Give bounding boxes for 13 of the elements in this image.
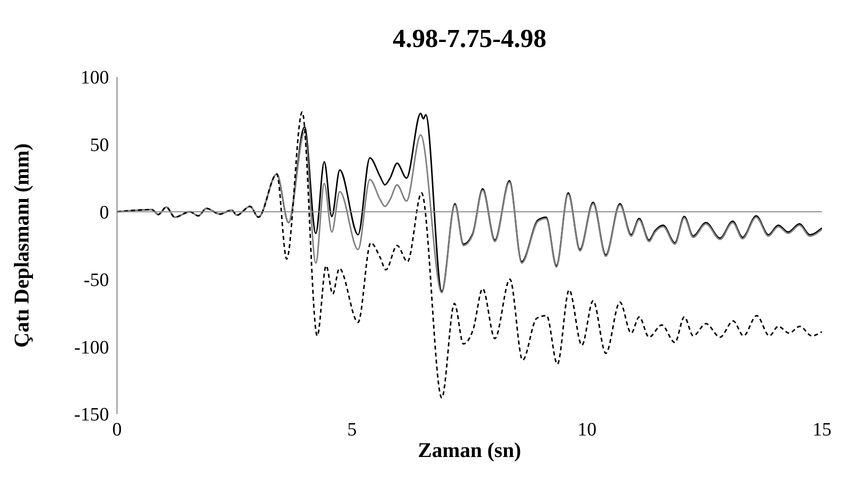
y-tick-label: -150 [74,404,109,426]
x-tick-label: 0 [112,419,122,440]
y-tick-label: 100 [80,68,109,89]
x-tick-label: 15 [812,419,832,440]
y-tick-label: -100 [74,337,109,358]
x-tick-label: 5 [347,419,357,440]
y-tick-label: -50 [84,270,109,291]
y-tick-label: 50 [90,135,109,156]
x-tick-label: 10 [578,419,596,440]
y-axis-title: Çatı Deplasmanı (mm) [9,143,34,348]
chart-title: 4.98-7.75-4.98 [392,24,548,54]
y-tick-label: 0 [100,202,109,224]
x-axis-title: Zaman (sn) [418,438,522,462]
